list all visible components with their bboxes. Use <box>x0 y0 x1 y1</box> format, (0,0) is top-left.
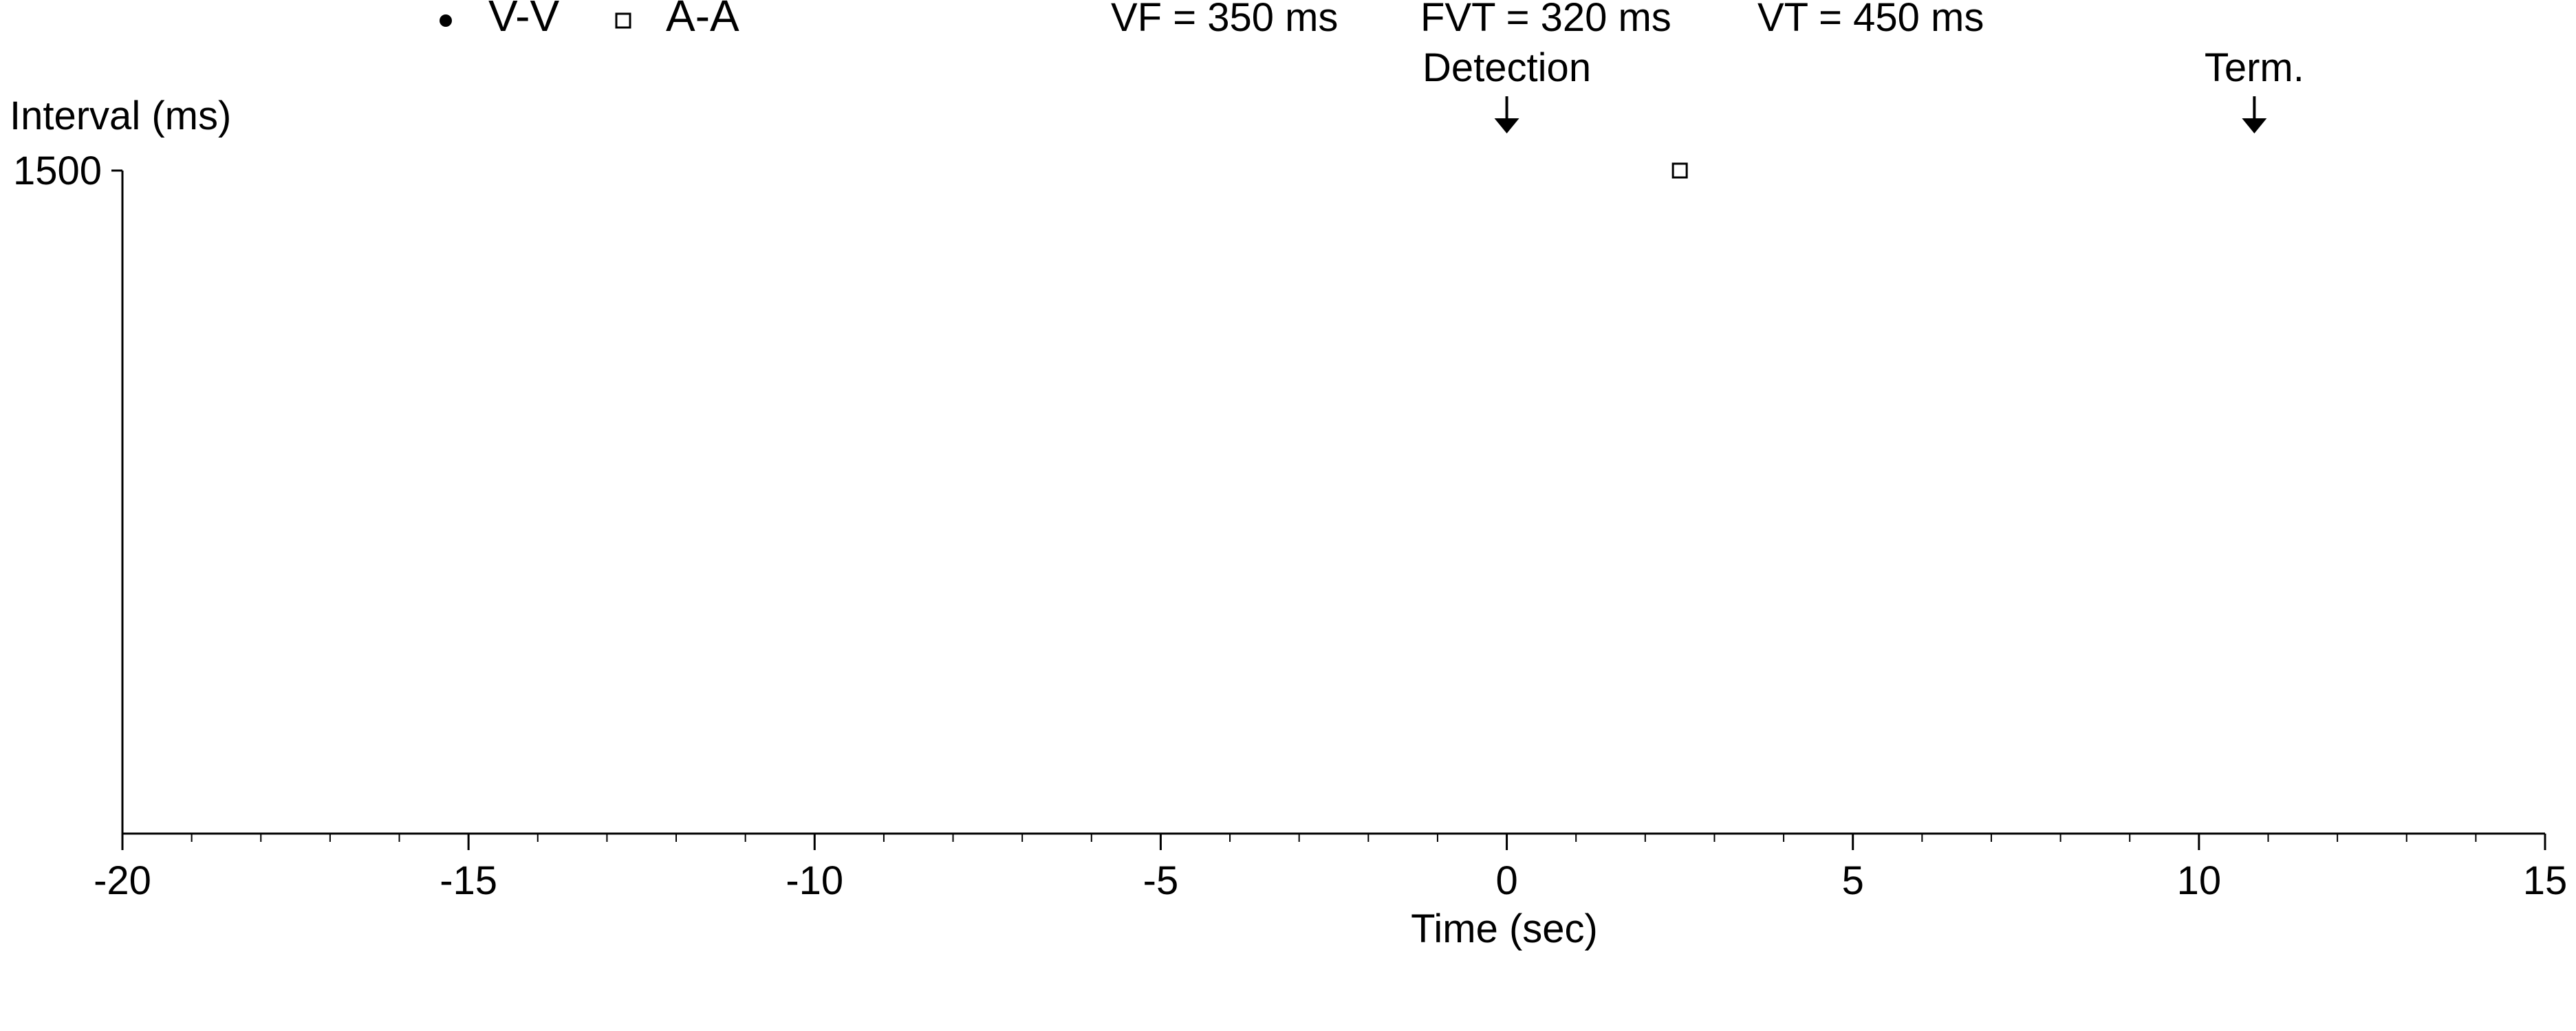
marker-arrow-head-0 <box>1494 118 1519 133</box>
markers: Detection Term. <box>1422 45 2304 133</box>
aa-point <box>1671 162 1688 179</box>
series-aa <box>1671 162 1688 179</box>
marker-arrow-head-1 <box>2242 118 2267 133</box>
zone-label-vt: VT = 450 ms <box>1757 0 1984 40</box>
y-axis-title: Interval (ms) <box>10 94 231 138</box>
zone-label-vf: VF = 350 ms <box>1111 0 1338 40</box>
x-tick-label: 15 <box>2523 858 2568 903</box>
legend-marker-vv <box>440 14 452 27</box>
x-tick-label: 10 <box>2177 858 2222 903</box>
x-tick-label: 5 <box>1842 858 1864 903</box>
marker-label-1: Term. <box>2205 45 2304 90</box>
x-tick-label: -15 <box>440 858 497 903</box>
legend-label-vv: V-V <box>488 0 559 41</box>
marker-label-0: Detection <box>1422 45 1591 90</box>
legend-marker-aa <box>615 12 631 29</box>
legend-label-aa: A-A <box>666 0 739 41</box>
x-axis-title: Time (sec) <box>1411 907 1598 951</box>
x-tick-label: -20 <box>94 858 151 903</box>
x-tick-label: 0 <box>1495 858 1517 903</box>
legend: V-V A-A <box>440 0 739 41</box>
y-tick-label: 1500 <box>13 149 102 193</box>
x-tick-label: -10 <box>786 858 843 903</box>
zone-label-fvt: FVT = 320 ms <box>1420 0 1671 40</box>
x-tick-label: -5 <box>1143 858 1179 903</box>
zone-labels: VF = 350 ms FVT = 320 ms VT = 450 ms <box>1111 0 1984 40</box>
